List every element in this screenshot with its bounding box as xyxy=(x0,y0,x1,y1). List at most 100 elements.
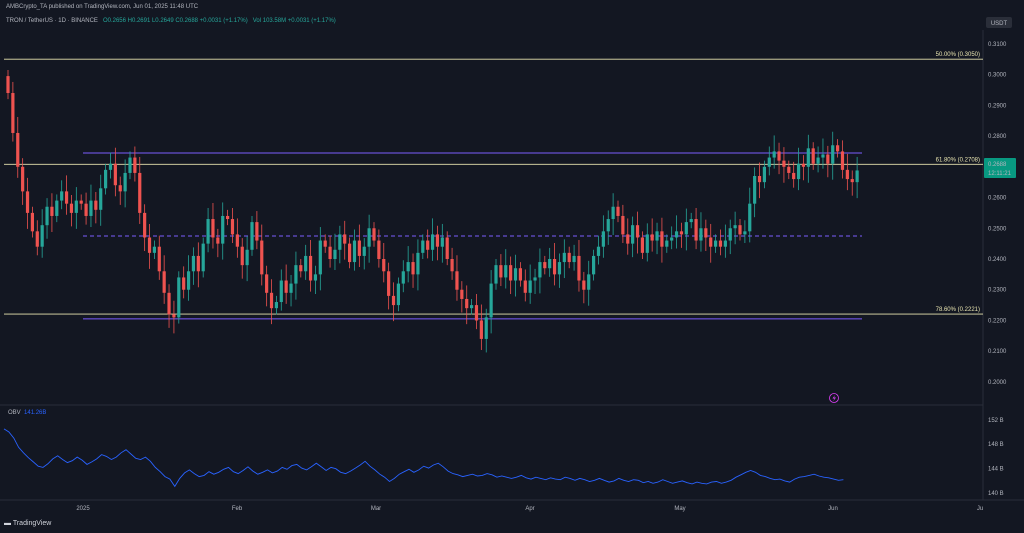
candle xyxy=(840,140,845,179)
obv-axis[interactable]: 152 B 148 B 144 B 140 B xyxy=(988,418,1004,497)
candle xyxy=(357,224,361,267)
candle xyxy=(391,282,396,322)
time-tick-label: Mar xyxy=(371,506,381,512)
time-tick-label: Jun xyxy=(828,506,838,512)
obv-name: OBV xyxy=(8,410,21,416)
candle xyxy=(299,258,303,278)
tradingview-logo-icon: ▬ xyxy=(4,520,11,527)
candle xyxy=(387,262,391,310)
candle xyxy=(836,139,840,158)
candle xyxy=(69,195,74,227)
candle xyxy=(240,238,244,279)
price-tick-label: 0.2100 xyxy=(988,349,1007,355)
fib-level-label: 50.00% (0.3050) xyxy=(936,52,980,58)
candle xyxy=(631,216,635,258)
candle xyxy=(40,209,44,258)
candle xyxy=(6,69,10,100)
candle xyxy=(465,285,469,325)
candle xyxy=(562,239,566,279)
candle xyxy=(596,235,601,265)
candle xyxy=(523,269,527,302)
candle xyxy=(123,159,127,208)
candle xyxy=(845,153,849,191)
candle xyxy=(655,222,659,255)
obv-line xyxy=(3,428,844,488)
candle xyxy=(552,243,557,286)
price-tick-label: 0.2500 xyxy=(988,226,1007,232)
candle xyxy=(709,223,713,263)
candle xyxy=(572,244,576,271)
candle xyxy=(660,217,664,263)
price-axis[interactable]: 0.31000.30000.29000.28000.27000.26000.25… xyxy=(988,42,1007,386)
obv-legend[interactable]: OBV 141.26B xyxy=(8,410,46,416)
candle xyxy=(650,218,654,252)
candle xyxy=(689,212,693,229)
candle xyxy=(147,223,152,269)
candle xyxy=(348,237,352,269)
candle xyxy=(94,191,98,224)
candle xyxy=(186,255,191,301)
candle xyxy=(99,174,103,226)
candle xyxy=(201,237,205,278)
candle xyxy=(416,239,420,291)
candle xyxy=(484,308,488,353)
candle xyxy=(211,203,215,249)
candle xyxy=(557,253,562,288)
candle xyxy=(831,131,835,180)
tradingview-logo[interactable]: ▬ TradingView xyxy=(4,520,51,527)
candle xyxy=(235,218,239,258)
candle xyxy=(318,227,322,291)
candle xyxy=(587,260,591,306)
candle xyxy=(543,255,547,275)
symbol-legend: TRON / TetherUS · 1D · BINANCE O0.2656 H… xyxy=(6,18,336,24)
candle xyxy=(406,246,410,283)
candle xyxy=(801,155,806,181)
candle xyxy=(401,260,405,293)
price-tick-label: 0.3100 xyxy=(988,42,1007,48)
lightning-icon[interactable] xyxy=(829,393,839,403)
candle xyxy=(538,248,542,294)
candle xyxy=(767,146,771,176)
candle xyxy=(265,265,269,307)
candle xyxy=(611,193,615,236)
candle xyxy=(455,255,459,301)
obv-panel xyxy=(3,428,844,488)
candle xyxy=(855,156,859,199)
time-tick-label: Ju xyxy=(977,506,983,512)
time-axis[interactable]: 2025 Feb Mar Apr May Jun Ju xyxy=(76,506,983,512)
candle xyxy=(470,298,474,315)
currency-badge-label: USDT xyxy=(991,21,1008,27)
obv-value: 141.26B xyxy=(24,410,47,416)
candle xyxy=(382,243,386,283)
candle xyxy=(89,184,93,228)
candle xyxy=(782,147,786,183)
current-price-label: 0.2688 xyxy=(988,162,1007,168)
candle xyxy=(284,264,288,304)
candle xyxy=(118,176,122,205)
countdown-label: 12:11:21 xyxy=(988,171,1012,177)
candle xyxy=(421,234,425,259)
candle xyxy=(816,146,820,173)
candle xyxy=(294,251,298,300)
candle xyxy=(435,225,440,261)
candle xyxy=(152,240,156,259)
time-tick-label: Apr xyxy=(525,506,534,512)
obv-tick-label: 144 B xyxy=(988,467,1004,473)
obv-tick-label: 140 B xyxy=(988,491,1004,497)
candle xyxy=(60,180,64,210)
candle xyxy=(640,231,644,259)
symbol-name[interactable]: TRON / TetherUS · 1D · BINANCE xyxy=(6,18,98,24)
candle xyxy=(11,81,15,142)
candle xyxy=(255,211,259,250)
candle xyxy=(592,249,596,281)
price-tick-label: 0.2400 xyxy=(988,257,1007,263)
candle xyxy=(143,204,147,252)
candle xyxy=(333,233,337,271)
candle xyxy=(606,210,610,245)
candle xyxy=(777,142,781,175)
candle xyxy=(684,208,688,251)
candle xyxy=(504,249,508,289)
candle xyxy=(279,269,283,311)
currency-badge[interactable]: USDT xyxy=(986,17,1012,28)
